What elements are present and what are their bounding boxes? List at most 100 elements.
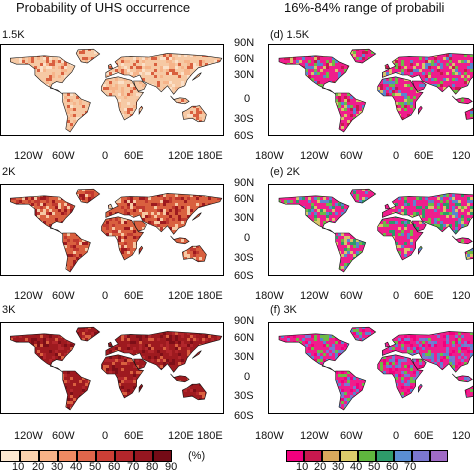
grid-cell (275, 66, 278, 69)
grid-cell (127, 389, 130, 392)
grid-cell (136, 329, 139, 332)
grid-cell (97, 117, 100, 120)
grid-cell (58, 242, 61, 245)
grid-cell (58, 365, 61, 368)
grid-cell (127, 398, 130, 401)
grid-cell (428, 200, 431, 203)
grid-cell (94, 389, 97, 392)
grid-cell (272, 236, 275, 239)
grid-cell (1, 332, 4, 335)
grid-cell (305, 69, 308, 72)
grid-cell (431, 206, 434, 209)
grid-cell (401, 93, 404, 96)
grid-cell (106, 221, 109, 224)
grid-cell (193, 224, 196, 227)
grid-cell (365, 96, 368, 99)
grid-cell (136, 236, 139, 239)
grid-cell (166, 200, 169, 203)
grid-cell (359, 236, 362, 239)
grid-cell (214, 236, 217, 239)
grid-cell (380, 96, 383, 99)
grid-cell (377, 87, 380, 90)
grid-cell (217, 209, 220, 212)
grid-cell (145, 332, 148, 335)
grid-cell (184, 230, 187, 233)
grid-cell (452, 63, 455, 66)
grid-cell (359, 185, 362, 188)
grid-cell (317, 105, 320, 108)
grid-cell (49, 359, 52, 362)
grid-cell (97, 398, 100, 401)
grid-cell (136, 123, 139, 126)
grid-cell (386, 132, 389, 135)
grid-cell (205, 335, 208, 338)
grid-cell (199, 108, 202, 111)
grid-cell (187, 254, 190, 257)
grid-cell (94, 212, 97, 215)
grid-cell (296, 197, 299, 200)
grid-cell (160, 45, 163, 48)
grid-cell (392, 251, 395, 254)
grid-cell (431, 105, 434, 108)
grid-cell (395, 45, 398, 48)
grid-cell (281, 90, 284, 93)
grid-cell (76, 266, 79, 269)
grid-cell (91, 117, 94, 120)
grid-cell (338, 102, 341, 105)
grid-cell (211, 87, 214, 90)
grid-cell (46, 257, 49, 260)
grid-cell (76, 341, 79, 344)
grid-cell (172, 57, 175, 60)
grid-cell (193, 54, 196, 57)
grid-cell (7, 233, 10, 236)
grid-cell (10, 45, 13, 48)
grid-cell (160, 221, 163, 224)
grid-cell (106, 78, 109, 81)
grid-cell (97, 123, 100, 126)
grid-cell (458, 185, 461, 188)
grid-cell (392, 126, 395, 129)
grid-cell (148, 215, 151, 218)
grid-cell (287, 66, 290, 69)
grid-cell (10, 386, 13, 389)
grid-cell (22, 206, 25, 209)
grid-cell (130, 108, 133, 111)
grid-cell (100, 266, 103, 269)
grid-cell (383, 81, 386, 84)
grid-cell (142, 327, 145, 329)
grid-cell (464, 129, 467, 132)
grid-cell (389, 132, 392, 135)
grid-cell (184, 254, 187, 257)
grid-cell (145, 57, 148, 60)
grid-cell (70, 245, 73, 248)
grid-cell (440, 81, 443, 84)
grid-cell (79, 266, 82, 269)
grid-cell (193, 380, 196, 383)
grid-cell (55, 126, 58, 129)
grid-cell (193, 114, 196, 117)
grid-cell (332, 251, 335, 254)
grid-cell (22, 398, 25, 401)
grid-cell (344, 242, 347, 245)
grid-cell (293, 132, 296, 135)
grid-cell (169, 72, 172, 75)
grid-cell (55, 272, 58, 275)
grid-cell (181, 239, 184, 242)
grid-cell (82, 221, 85, 224)
grid-cell (374, 114, 377, 117)
grid-cell (25, 332, 28, 335)
grid-cell (100, 108, 103, 111)
grid-cell (94, 206, 97, 209)
grid-cell (169, 57, 172, 60)
grid-cell (85, 404, 88, 407)
grid-cell (1, 386, 4, 389)
grid-cell (37, 248, 40, 251)
grid-cell (25, 84, 28, 87)
grid-cell (112, 224, 115, 227)
grid-cell (220, 132, 223, 135)
grid-cell (1, 257, 4, 260)
grid-cell (371, 129, 374, 132)
grid-cell (392, 108, 395, 111)
grid-cell (401, 245, 404, 248)
grid-cell (118, 332, 121, 335)
